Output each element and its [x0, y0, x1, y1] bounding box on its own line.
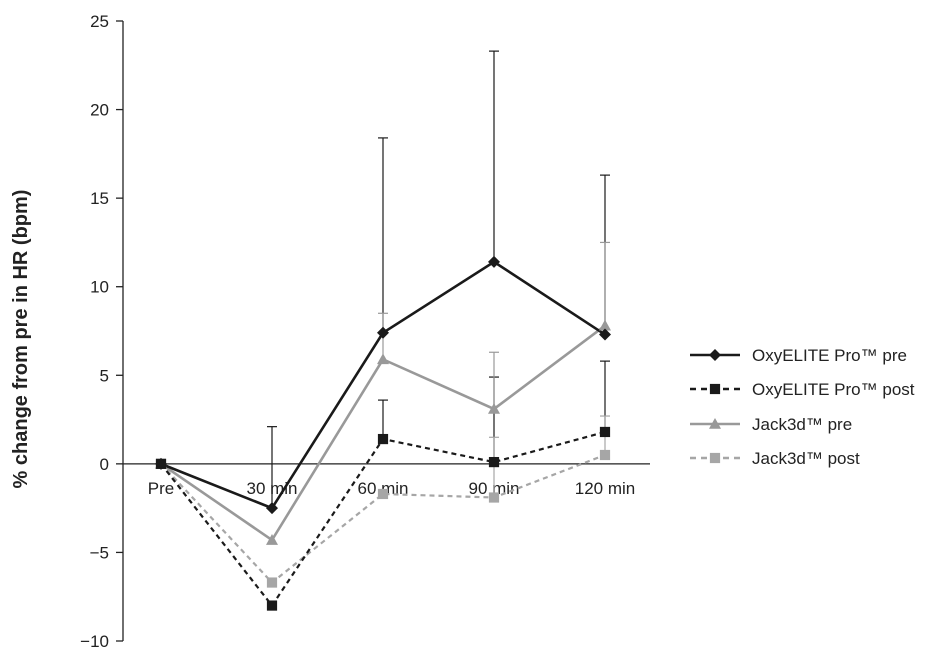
data-point — [155, 457, 167, 470]
series-line — [160, 430, 606, 608]
legend-label: Jack3d™ post — [752, 449, 860, 468]
data-point — [599, 426, 611, 438]
x-tick-label: Pre — [148, 479, 174, 498]
data-point — [377, 353, 389, 365]
y-tick-label: 25 — [90, 12, 109, 31]
y-tick-label: −5 — [90, 543, 109, 562]
legend-label: OxyELITE Pro™ post — [752, 380, 915, 399]
data-point — [709, 418, 721, 429]
y-axis-label: % change from pre in HR (bpm) — [10, 190, 32, 489]
data-point — [709, 452, 721, 464]
y-tick-label: 0 — [100, 455, 109, 474]
series-line — [160, 453, 606, 585]
data-point — [377, 433, 389, 445]
data-point — [266, 600, 278, 611]
data-point — [488, 402, 500, 414]
data-point — [488, 255, 500, 268]
x-tick-label: 60 min — [357, 479, 408, 498]
y-tick-label: 20 — [90, 101, 109, 120]
data-point — [488, 456, 500, 468]
error-bars — [267, 50, 610, 509]
data-point — [266, 534, 278, 545]
data-point — [599, 449, 611, 461]
y-tick-label: 15 — [90, 189, 109, 208]
y-tick-label: −10 — [80, 632, 109, 650]
data-point — [709, 349, 721, 361]
data-point — [266, 502, 278, 515]
data-point — [599, 319, 611, 331]
data-point — [488, 492, 500, 503]
data-point — [377, 326, 389, 339]
data-markers — [155, 255, 611, 611]
legend: OxyELITE Pro™ pre OxyELITE Pro™ post Jack3… — [690, 346, 915, 468]
x-tick-label: 120 min — [575, 479, 635, 498]
y-tick-label: 5 — [100, 366, 109, 385]
legend-label: Jack3d™ pre — [752, 415, 852, 434]
legend-label: OxyELITE Pro™ pre — [752, 346, 907, 365]
data-point — [709, 383, 721, 395]
data-point — [599, 328, 611, 341]
data-point — [266, 577, 278, 588]
data-point — [377, 488, 389, 500]
y-tick-label: 10 — [90, 278, 109, 297]
